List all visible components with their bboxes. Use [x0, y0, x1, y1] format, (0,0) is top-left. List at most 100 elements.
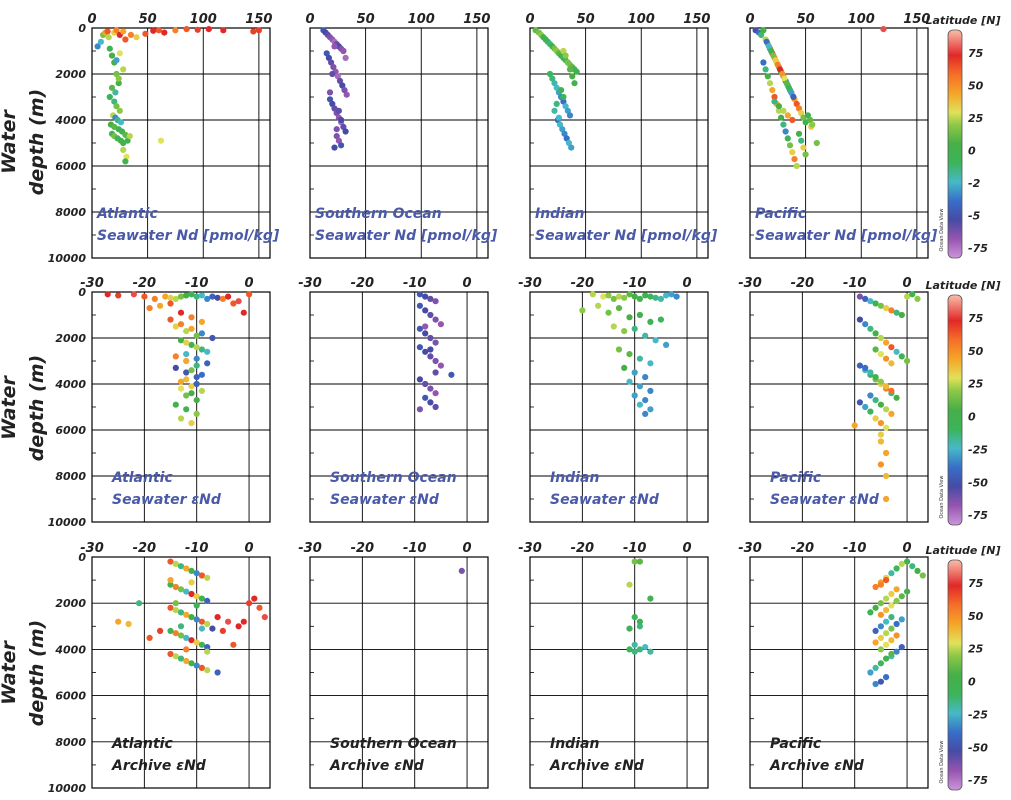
colorbar-title: Latitude [N]: [926, 279, 1001, 292]
data-point: [177, 632, 185, 639]
data-point: [802, 151, 809, 158]
data-point: [566, 66, 574, 73]
panel-label-line: Seawater Nd [pmol/kg]: [755, 228, 938, 244]
data-point: [230, 641, 237, 648]
x-tick-label: 0: [245, 541, 254, 556]
data-point: [798, 110, 805, 117]
panel-1-3: -30 -20 -10 0 Pacific Seawater εNd: [738, 276, 929, 523]
data-point: [560, 93, 567, 101]
data-point: [615, 305, 623, 312]
data-point: [904, 357, 911, 365]
data-point: [813, 139, 820, 147]
data-point: [151, 295, 158, 302]
x-tick-label: -20: [571, 276, 595, 291]
data-point: [888, 637, 895, 644]
data-point: [605, 292, 612, 299]
data-point: [768, 47, 775, 55]
panel-frame: [91, 27, 271, 259]
data-point: [209, 293, 216, 300]
data-point: [872, 664, 879, 672]
data-point: [198, 595, 205, 602]
data-point: [877, 678, 885, 685]
data-point: [883, 406, 890, 413]
data-point: [877, 634, 885, 642]
data-point: [172, 600, 179, 607]
data-point: [888, 570, 895, 577]
data-point: [115, 80, 122, 87]
data-point: [97, 38, 104, 45]
y-tick-label: 2000: [55, 68, 86, 81]
data-point: [172, 364, 179, 371]
data-point: [647, 406, 654, 413]
data-point: [877, 581, 885, 588]
data-point: [610, 323, 617, 330]
data-point: [333, 133, 340, 140]
data-point: [877, 623, 885, 630]
data-point: [621, 328, 628, 335]
data-point: [432, 403, 439, 411]
data-point: [219, 627, 226, 635]
data-point: [329, 70, 336, 78]
data-point: [167, 577, 174, 584]
x-tick-label: -20: [351, 541, 375, 556]
data-point: [427, 346, 434, 353]
panel-label-line: Indian: [535, 206, 584, 222]
data-point: [209, 625, 216, 632]
x-tick-label: 150: [903, 12, 930, 27]
data-point: [872, 604, 879, 611]
data-point: [188, 660, 195, 667]
x-tick-label: -10: [623, 276, 647, 291]
data-point: [193, 344, 200, 351]
x-tick-label: -10: [623, 541, 647, 556]
x-tick-label: -20: [571, 541, 595, 556]
data-point: [167, 294, 174, 301]
odv-credit: Ocean Data View: [939, 476, 945, 519]
data-point: [328, 59, 335, 66]
data-point: [626, 378, 633, 385]
colorbar-tick-label: -5: [968, 210, 981, 223]
x-tick-label: -10: [843, 541, 867, 556]
data-point: [193, 355, 200, 362]
data-point: [856, 399, 864, 406]
data-point: [559, 126, 566, 133]
data-point: [893, 648, 900, 655]
x-tick-label: 0: [683, 276, 692, 291]
data-point: [113, 103, 120, 110]
panel-label-line: Seawater Nd [pmol/kg]: [535, 228, 718, 244]
panel-label-line: Southern Ocean: [330, 470, 457, 486]
panel-0-0: 0 50 100 150 0 2000 4000 6000 8000 10000 Atlantic S…: [48, 12, 280, 265]
data-point: [766, 80, 774, 87]
x-tick-label: -20: [133, 541, 157, 556]
data-point: [631, 392, 638, 399]
data-point: [220, 27, 227, 34]
data-point: [204, 667, 211, 674]
data-point: [872, 397, 879, 404]
data-point: [893, 597, 900, 605]
data-point: [872, 415, 879, 422]
data-point: [106, 93, 113, 101]
data-point: [807, 116, 814, 124]
colorbar-tick-label: 50: [968, 79, 984, 92]
x-tick-label: -20: [791, 541, 815, 556]
data-point: [183, 406, 190, 413]
data-point: [798, 137, 805, 144]
data-point: [334, 73, 341, 80]
data-point: [198, 618, 205, 625]
x-tick-label: -30: [298, 541, 322, 556]
x-tick-label: -10: [185, 541, 209, 556]
data-point: [198, 292, 205, 299]
data-point: [323, 50, 330, 57]
y-axis-label-row1: Water depth (m): [0, 88, 48, 196]
data-point: [893, 586, 900, 593]
data-point: [867, 325, 874, 332]
data-point: [770, 52, 777, 59]
data-point: [636, 311, 644, 319]
data-point: [558, 87, 565, 94]
data-point: [893, 348, 900, 355]
data-point: [432, 357, 439, 365]
data-point: [562, 52, 569, 59]
data-point: [335, 137, 342, 144]
data-point: [856, 316, 864, 323]
data-point: [877, 438, 885, 445]
data-point: [177, 609, 185, 616]
